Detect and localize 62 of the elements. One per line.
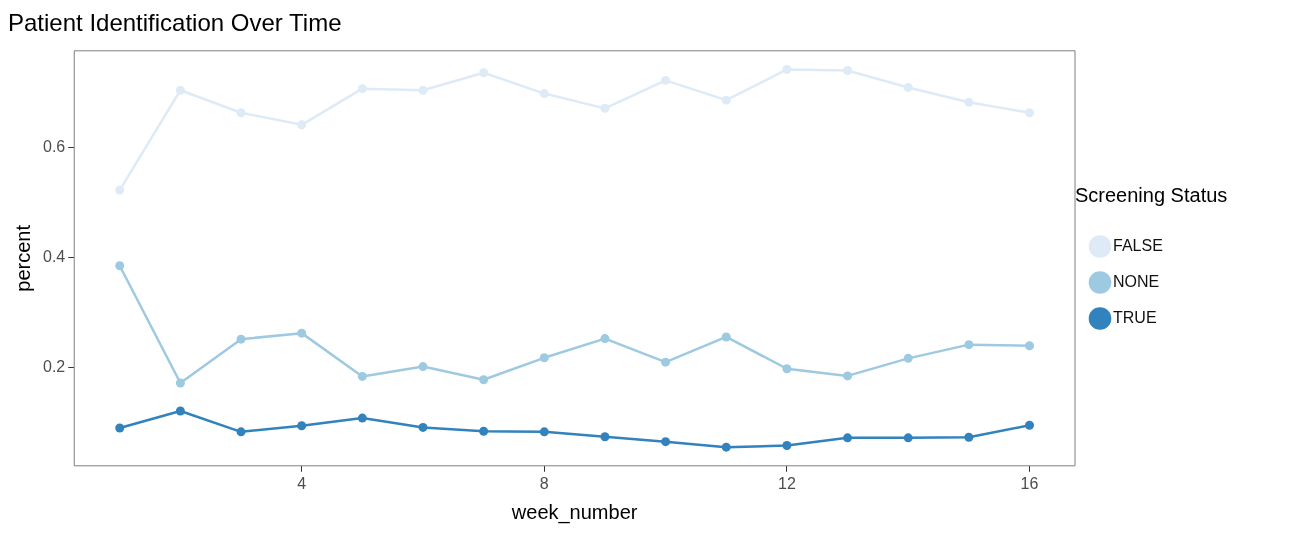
point [418, 85, 428, 95]
point [782, 364, 792, 374]
point [236, 108, 246, 118]
point [964, 432, 974, 442]
point [115, 185, 125, 195]
point [297, 421, 307, 431]
x-axis-title: week_number [510, 500, 638, 524]
point [418, 422, 428, 432]
point [297, 328, 307, 338]
point [782, 441, 792, 451]
point [843, 66, 853, 76]
point [903, 433, 913, 443]
point [661, 357, 671, 367]
x-tick-label: 12 [778, 474, 796, 492]
point [843, 433, 853, 443]
point [479, 426, 489, 436]
y-tick-label: 0.6 [42, 138, 66, 156]
point [297, 120, 307, 130]
legend-label: TRUE [1113, 308, 1157, 326]
point [1025, 420, 1035, 430]
point [175, 378, 185, 388]
point [782, 64, 792, 74]
point [175, 406, 185, 416]
x-tick-label: 4 [297, 474, 307, 492]
point [721, 442, 731, 452]
point [600, 432, 610, 442]
point [236, 427, 246, 437]
point [357, 371, 367, 381]
point [479, 375, 489, 385]
point [903, 83, 913, 93]
point [721, 332, 731, 342]
legend-label: FALSE [1113, 236, 1163, 254]
point [539, 427, 549, 437]
point [661, 75, 671, 85]
point [964, 97, 974, 107]
point [236, 334, 246, 344]
point [964, 340, 974, 350]
legend-title: Screening Status [1075, 184, 1228, 207]
legend-label: NONE [1113, 272, 1160, 290]
x-tick-label: 16 [1020, 474, 1039, 492]
point [175, 85, 185, 95]
point [721, 95, 731, 105]
point [115, 261, 125, 271]
point [357, 84, 367, 94]
point [418, 362, 428, 372]
y-tick-label: 0.2 [42, 357, 66, 375]
point [115, 423, 125, 433]
point [600, 103, 610, 113]
point [661, 437, 671, 447]
point [1025, 341, 1035, 351]
point [843, 371, 853, 381]
point [1025, 108, 1035, 118]
x-tick-label: 8 [539, 474, 549, 492]
point [903, 353, 913, 363]
y-tick-label: 0.4 [42, 247, 66, 265]
y-axis-title: percent [11, 224, 34, 292]
chart-title: Patient Identification Over Time [8, 9, 342, 37]
point [600, 334, 610, 344]
point [357, 413, 367, 423]
point [539, 89, 549, 99]
point [539, 353, 549, 363]
point [479, 68, 489, 78]
